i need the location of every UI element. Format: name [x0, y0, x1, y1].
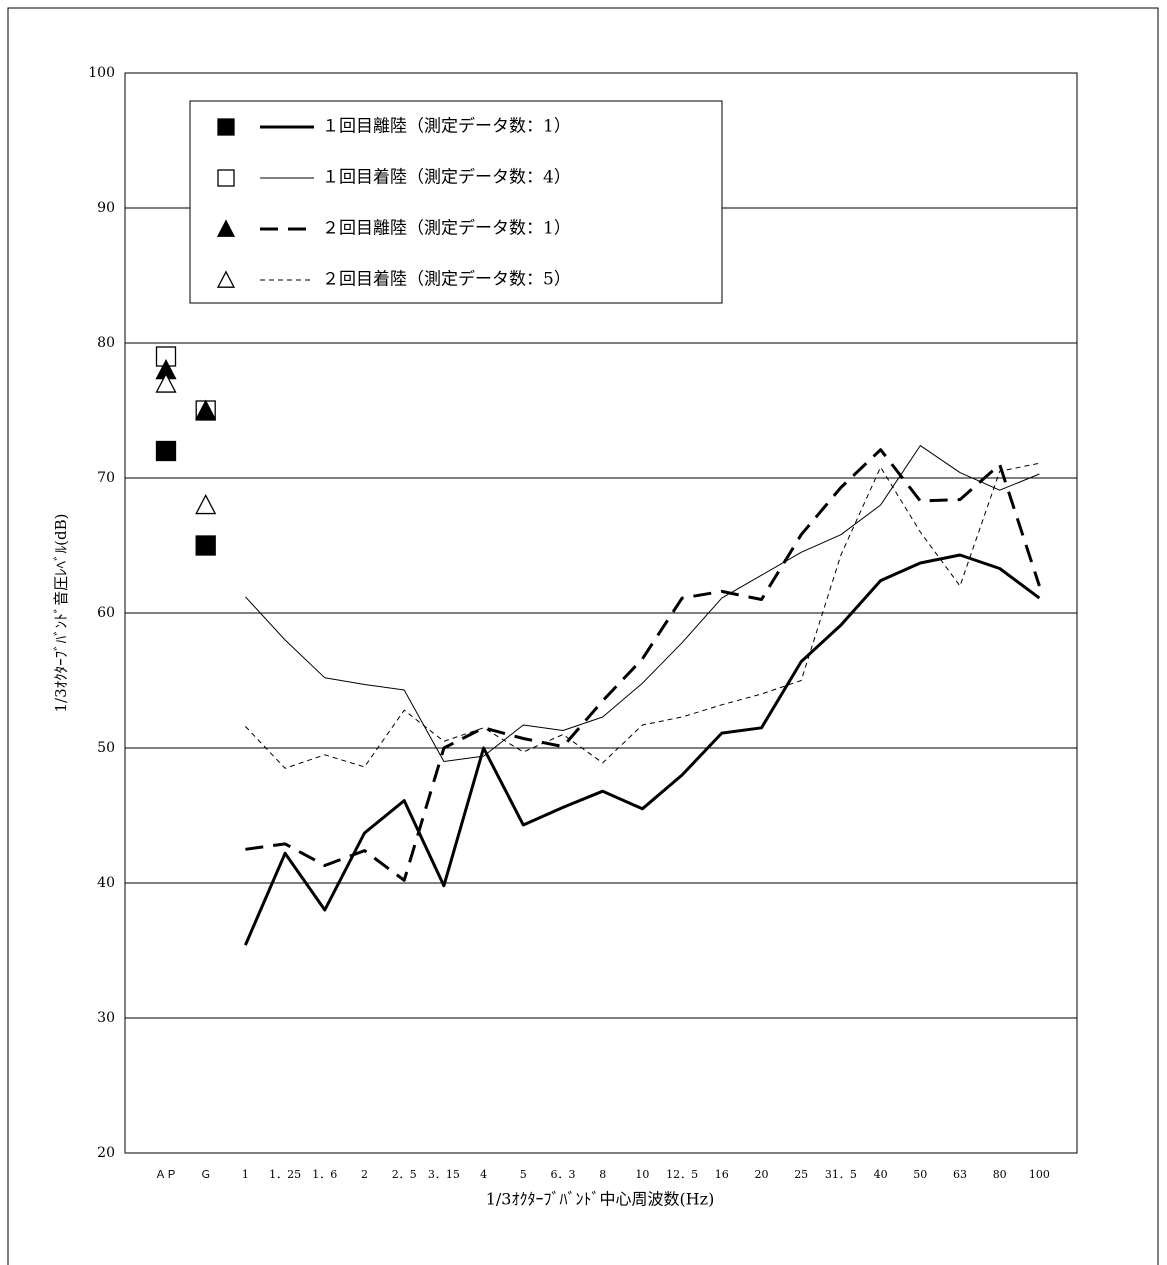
x-axis-title: 1/3ｵｸﾀｰﾌﾞﾊﾞﾝﾄﾞ中心周波数(Hz)	[486, 1190, 715, 1209]
x-tick-label: 40	[874, 1168, 888, 1181]
x-tick-label: 1．6	[312, 1168, 337, 1181]
series-line	[245, 448, 1041, 882]
legend-label: １回目着陸（測定データ数：4）	[322, 167, 571, 188]
y-tick-label: 90	[97, 200, 115, 216]
x-tick-label: 8	[599, 1168, 606, 1181]
y-tick-label: 60	[97, 605, 115, 621]
x-tick-label: 25	[794, 1168, 808, 1181]
marker	[216, 219, 236, 237]
x-tick-label: 4	[480, 1168, 487, 1181]
series-line	[245, 462, 1040, 769]
y-tick-label: 40	[97, 875, 115, 891]
x-tick-label: 6．3	[551, 1168, 576, 1181]
x-tick-label: 5	[520, 1168, 527, 1181]
x-tick-label: 1	[242, 1168, 249, 1181]
y-tick-label: 80	[97, 335, 115, 351]
marker	[195, 535, 216, 556]
legend: １回目離陸（測定データ数：1） １回目着陸（測定データ数：4） ２回目離陸（測定デー…	[189, 100, 723, 304]
x-tick-label: 63	[953, 1168, 967, 1181]
legend-label: ２回目着陸（測定データ数：5）	[322, 269, 571, 290]
legend-label: １回目離陸（測定データ数：1）	[322, 116, 571, 137]
marker	[217, 118, 235, 136]
y-axis-title: 1/3ｵｸﾀｰﾌﾞﾊﾞﾝﾄﾞ音圧ﾚﾍﾞﾙ(dB)	[52, 514, 70, 713]
y-tick-label: 20	[97, 1145, 115, 1161]
marker	[155, 372, 177, 393]
x-tick-label: ＡＰ	[155, 1168, 177, 1181]
y-tick-label: 50	[97, 740, 115, 756]
x-tick-label: Ｇ	[200, 1168, 211, 1181]
series-line	[245, 445, 1040, 762]
marker	[216, 270, 236, 288]
x-tick-label: 100	[1029, 1168, 1050, 1181]
x-tick-label: 1．25	[269, 1168, 301, 1181]
y-tick-label: 100	[88, 65, 115, 81]
x-tick-label: 31．5	[825, 1168, 857, 1181]
page-frame	[7, 7, 1159, 1265]
series-line	[244, 553, 1041, 946]
x-tick-label: 2．5	[392, 1168, 417, 1181]
x-tick-label: 12．5	[666, 1168, 698, 1181]
legend-box	[189, 100, 723, 304]
x-tick-label: 10	[635, 1168, 649, 1181]
x-tick-label: 50	[913, 1168, 927, 1181]
legend-label: ２回目離陸（測定データ数：1）	[322, 218, 571, 239]
x-tick-label: 2	[361, 1168, 368, 1181]
x-tick-label: 3．15	[428, 1168, 460, 1181]
plot-frame	[124, 72, 1078, 1154]
marker	[217, 169, 235, 187]
marker	[195, 494, 217, 515]
marker	[195, 399, 217, 420]
x-tick-label: 16	[715, 1168, 729, 1181]
x-tick-label: 80	[993, 1168, 1007, 1181]
y-tick-label: 30	[97, 1010, 115, 1026]
x-tick-label: 20	[755, 1168, 769, 1181]
marker	[155, 440, 177, 462]
y-tick-label: 70	[97, 470, 115, 486]
